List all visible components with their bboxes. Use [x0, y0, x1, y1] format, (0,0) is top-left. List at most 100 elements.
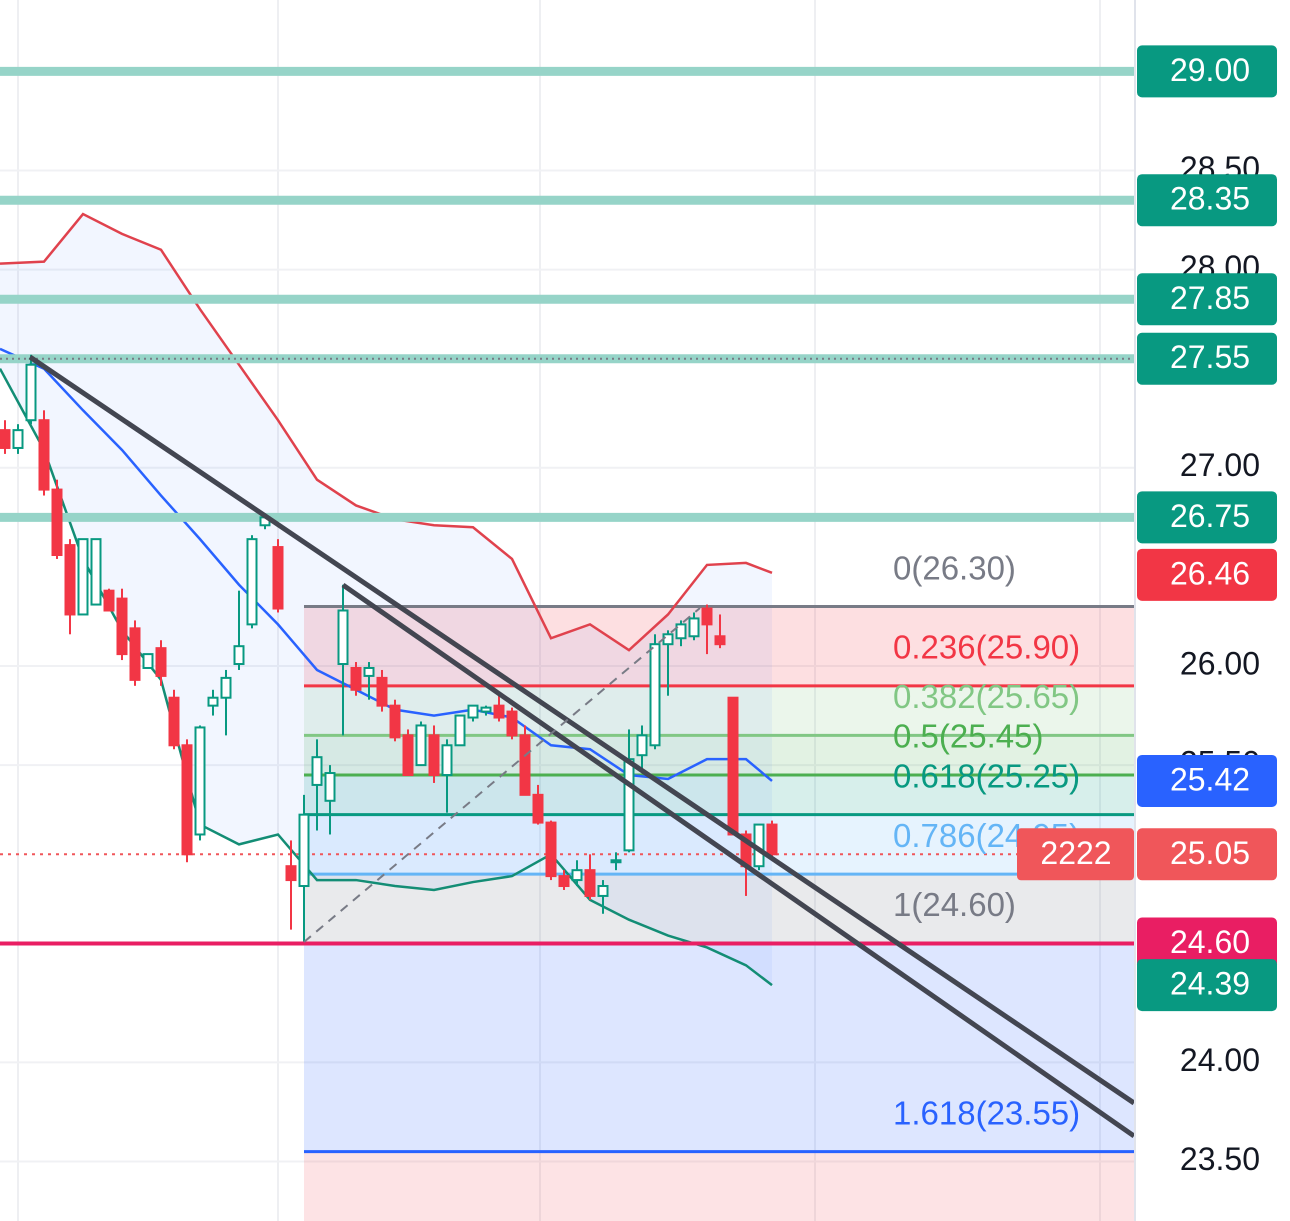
trend-line — [341, 582, 1136, 1139]
price-badge — [1137, 548, 1277, 601]
candle-body — [415, 724, 427, 767]
price-badge — [1137, 917, 1277, 970]
price-axis: 28.5028.0027.0026.0025.5024.0023.5029.00… — [1017, 45, 1277, 1177]
price-badge — [1137, 332, 1277, 385]
price-badge — [1137, 491, 1277, 544]
label-layer: 0(26.30) 0.236(25.90) 0.382(25.65)0.5(25.4… — [893, 549, 1080, 1131]
candle-body — [662, 633, 674, 646]
candle-body — [636, 734, 648, 757]
candle-body — [493, 704, 505, 719]
candle-body — [584, 869, 596, 897]
candle-body — [168, 696, 180, 747]
price-badge-label: 26.46 — [1170, 555, 1250, 591]
candle-body — [571, 869, 583, 882]
candle-body — [116, 597, 128, 656]
candle-body — [376, 676, 388, 707]
fib-label: 0(26.30) — [893, 549, 1016, 586]
fib-zone — [304, 775, 1134, 815]
price-badge — [1137, 754, 1277, 807]
price-badge-label: 28.35 — [1170, 181, 1250, 217]
price-badge-label: 24.60 — [1170, 924, 1250, 960]
y-tick-label: 23.50 — [1180, 1141, 1260, 1177]
price-badge-label: 25.42 — [1170, 761, 1250, 797]
candle-body — [103, 589, 115, 612]
price-badge — [1137, 45, 1277, 98]
candle-body — [129, 627, 141, 681]
candle-body — [155, 647, 167, 677]
candle-body — [272, 546, 284, 610]
y-tick-label: 26.00 — [1180, 645, 1260, 681]
fib-label: 0.236(25.90) — [893, 629, 1080, 666]
candle-body — [233, 645, 245, 666]
candle-body — [428, 734, 440, 777]
countdown-label: 2222 — [1040, 835, 1111, 871]
candle-layer — [0, 354, 778, 942]
fib-zone — [304, 874, 1134, 944]
fib-zone — [304, 943, 1134, 1152]
candle-body — [363, 666, 375, 677]
candle-body — [311, 756, 323, 786]
price-badge-label: 24.39 — [1170, 966, 1250, 1002]
fib-label: 1.618(23.55) — [893, 1094, 1080, 1131]
fib-label: 1(24.60) — [893, 886, 1016, 923]
grid-layer — [0, 169, 1134, 1163]
fib-label: 0.5(25.45) — [893, 718, 1043, 755]
candle-body — [519, 734, 531, 796]
candle-body — [51, 488, 63, 557]
candle-body — [649, 643, 661, 747]
candle-body — [727, 696, 739, 836]
fib-extension-zone — [304, 1151, 1134, 1221]
candle-body — [714, 635, 726, 646]
price-badge-label: 26.75 — [1170, 498, 1250, 534]
candle-body — [12, 429, 24, 449]
candle-body — [38, 419, 50, 491]
y-tick-label: 27.00 — [1180, 447, 1260, 483]
candle-body — [142, 653, 154, 669]
candle-body — [350, 666, 362, 691]
candle-body — [597, 885, 609, 897]
y-tick-label: 24.00 — [1180, 1042, 1260, 1078]
drawing-layer — [28, 354, 1136, 1139]
price-badge-label: 25.05 — [1170, 835, 1250, 871]
candle-body — [506, 710, 518, 737]
trend-line — [28, 354, 1136, 1106]
price-badge — [1137, 273, 1277, 326]
candle-body — [181, 744, 193, 856]
candle-body — [90, 538, 102, 606]
countdown-badge — [1017, 828, 1134, 881]
candle-body — [285, 865, 297, 882]
candle-body — [545, 821, 557, 878]
candle-body — [441, 744, 453, 777]
candle-body — [77, 538, 89, 616]
candle-body — [480, 706, 492, 713]
price-badge — [1137, 828, 1277, 881]
price-badge-label: 27.85 — [1170, 280, 1250, 316]
candle-body — [701, 607, 713, 626]
fib-label: 0.382(25.65) — [893, 678, 1080, 715]
candle-body — [0, 429, 11, 449]
candle-body — [194, 726, 206, 836]
price-badge-label: 27.55 — [1170, 339, 1250, 375]
candle-body — [766, 823, 778, 856]
candle-body — [64, 544, 76, 616]
candle-body — [220, 676, 232, 699]
candle-body — [337, 609, 349, 666]
candle-body — [402, 734, 414, 777]
candle-body — [324, 772, 336, 802]
fib-label: 0.618(25.25) — [893, 757, 1080, 794]
price-badge — [1137, 959, 1277, 1012]
candle-body — [688, 617, 700, 638]
candle-body — [25, 363, 37, 422]
candle-body — [298, 813, 310, 888]
candle-body — [610, 859, 622, 864]
candle-body — [454, 714, 466, 747]
fib-anchor-line — [303, 607, 701, 943]
candle-body — [558, 875, 570, 888]
candle-body — [207, 696, 219, 707]
candle-body — [467, 704, 479, 719]
candle-body — [532, 793, 544, 824]
price-badge — [1137, 174, 1277, 227]
price-badge-label: 29.00 — [1170, 52, 1250, 88]
fib-zone — [304, 685, 1134, 736]
